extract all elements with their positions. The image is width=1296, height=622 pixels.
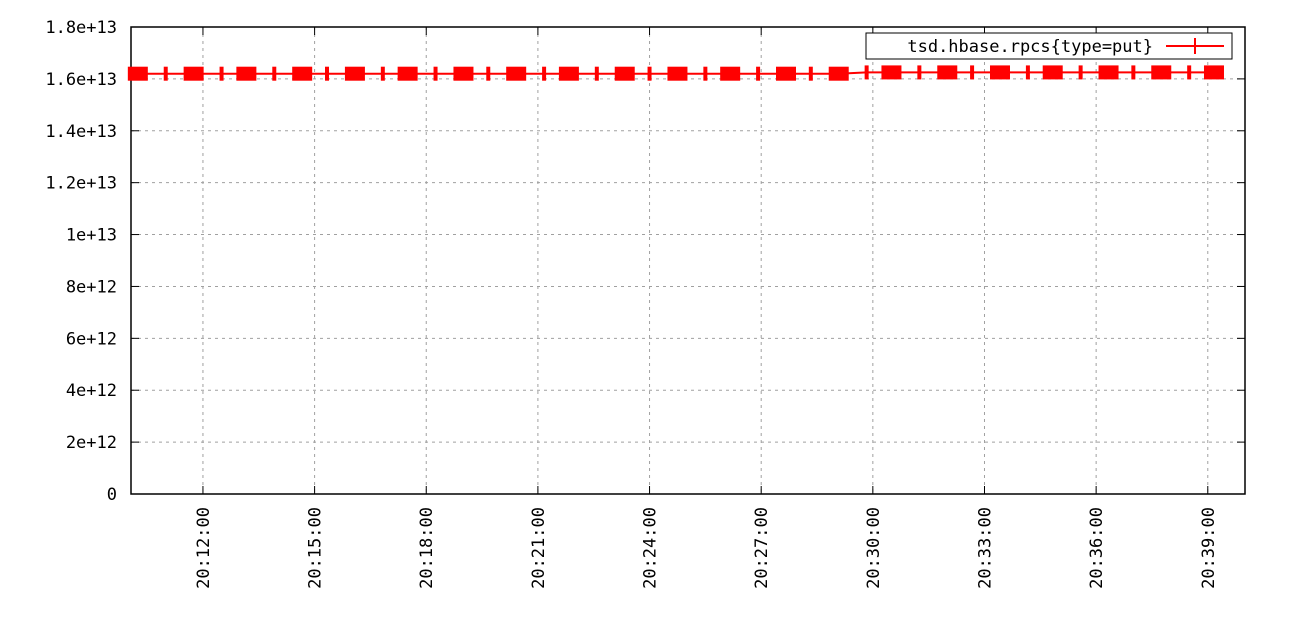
data-point (1042, 65, 1063, 80)
data-point (486, 66, 491, 81)
data-point (453, 66, 474, 81)
data-point (344, 66, 365, 81)
data-point (1098, 65, 1119, 80)
data-point (667, 66, 688, 81)
data-point (1187, 65, 1192, 80)
data-point (647, 66, 652, 81)
data-point (1203, 65, 1224, 80)
x-tick-label: 20:24:00 (641, 507, 661, 589)
data-point (1025, 65, 1030, 80)
data-point (325, 66, 330, 81)
data-point (756, 66, 761, 81)
y-tick-label: 1.6e+13 (45, 70, 117, 90)
data-point (292, 66, 313, 81)
x-tick-label: 20:33:00 (975, 507, 995, 589)
grid (131, 27, 1245, 494)
data-point (1078, 65, 1083, 80)
data-point (542, 66, 547, 81)
legend-label: tsd.hbase.rpcs{type=put} (907, 37, 1153, 57)
x-tick-label: 20:15:00 (306, 507, 326, 589)
y-tick-label: 2e+12 (66, 433, 117, 453)
y-tick-label: 6e+12 (66, 329, 117, 349)
x-tick-label: 20:12:00 (194, 507, 214, 589)
data-point (397, 66, 418, 81)
x-tick-label: 20:30:00 (864, 507, 884, 589)
data-point (219, 66, 224, 81)
x-tick-label: 20:27:00 (752, 507, 772, 589)
legend: tsd.hbase.rpcs{type=put} (865, 32, 1233, 60)
data-point (380, 66, 385, 81)
data-point (881, 65, 902, 80)
y-tick-label: 1.2e+13 (45, 174, 117, 194)
data-point (989, 65, 1010, 80)
data-point (1151, 65, 1172, 80)
x-tick-label: 20:39:00 (1199, 507, 1219, 589)
x-tick-label: 20:21:00 (529, 507, 549, 589)
y-tick-label: 1.8e+13 (45, 18, 117, 38)
series-layer (127, 65, 1224, 81)
y-tick-label: 1e+13 (66, 226, 117, 246)
data-point (614, 66, 635, 81)
data-point (127, 66, 148, 81)
x-axis: 20:12:00 20:15:00 20:18:00 20:21:00 20:24:00… (194, 27, 1219, 589)
y-axis: 0 2e+12 4e+12 6e+12 8e+12 1e+13 1.2e+13 1.4e+13… (45, 18, 1245, 505)
data-point (183, 66, 204, 81)
y-tick-label: 0 (107, 485, 117, 505)
y-tick-label: 8e+12 (66, 277, 117, 297)
data-point (808, 66, 813, 81)
data-point (864, 65, 869, 80)
data-point (433, 66, 438, 81)
x-tick-label: 20:36:00 (1087, 507, 1107, 589)
data-point (703, 66, 708, 81)
data-point (917, 65, 922, 80)
data-point (970, 65, 975, 80)
data-point (1131, 65, 1136, 80)
data-point (828, 66, 849, 81)
data-point (506, 66, 527, 81)
data-point (720, 66, 741, 81)
data-point (776, 66, 797, 81)
x-tick-label: 20:18:00 (417, 507, 437, 589)
plot-frame (130, 26, 1246, 495)
y-tick-label: 4e+12 (66, 381, 117, 401)
data-point (236, 66, 257, 81)
data-point (937, 65, 958, 80)
data-point (558, 66, 579, 81)
y-tick-label: 1.4e+13 (45, 122, 117, 142)
data-point (272, 66, 277, 81)
data-point (163, 66, 168, 81)
data-point (594, 66, 599, 81)
